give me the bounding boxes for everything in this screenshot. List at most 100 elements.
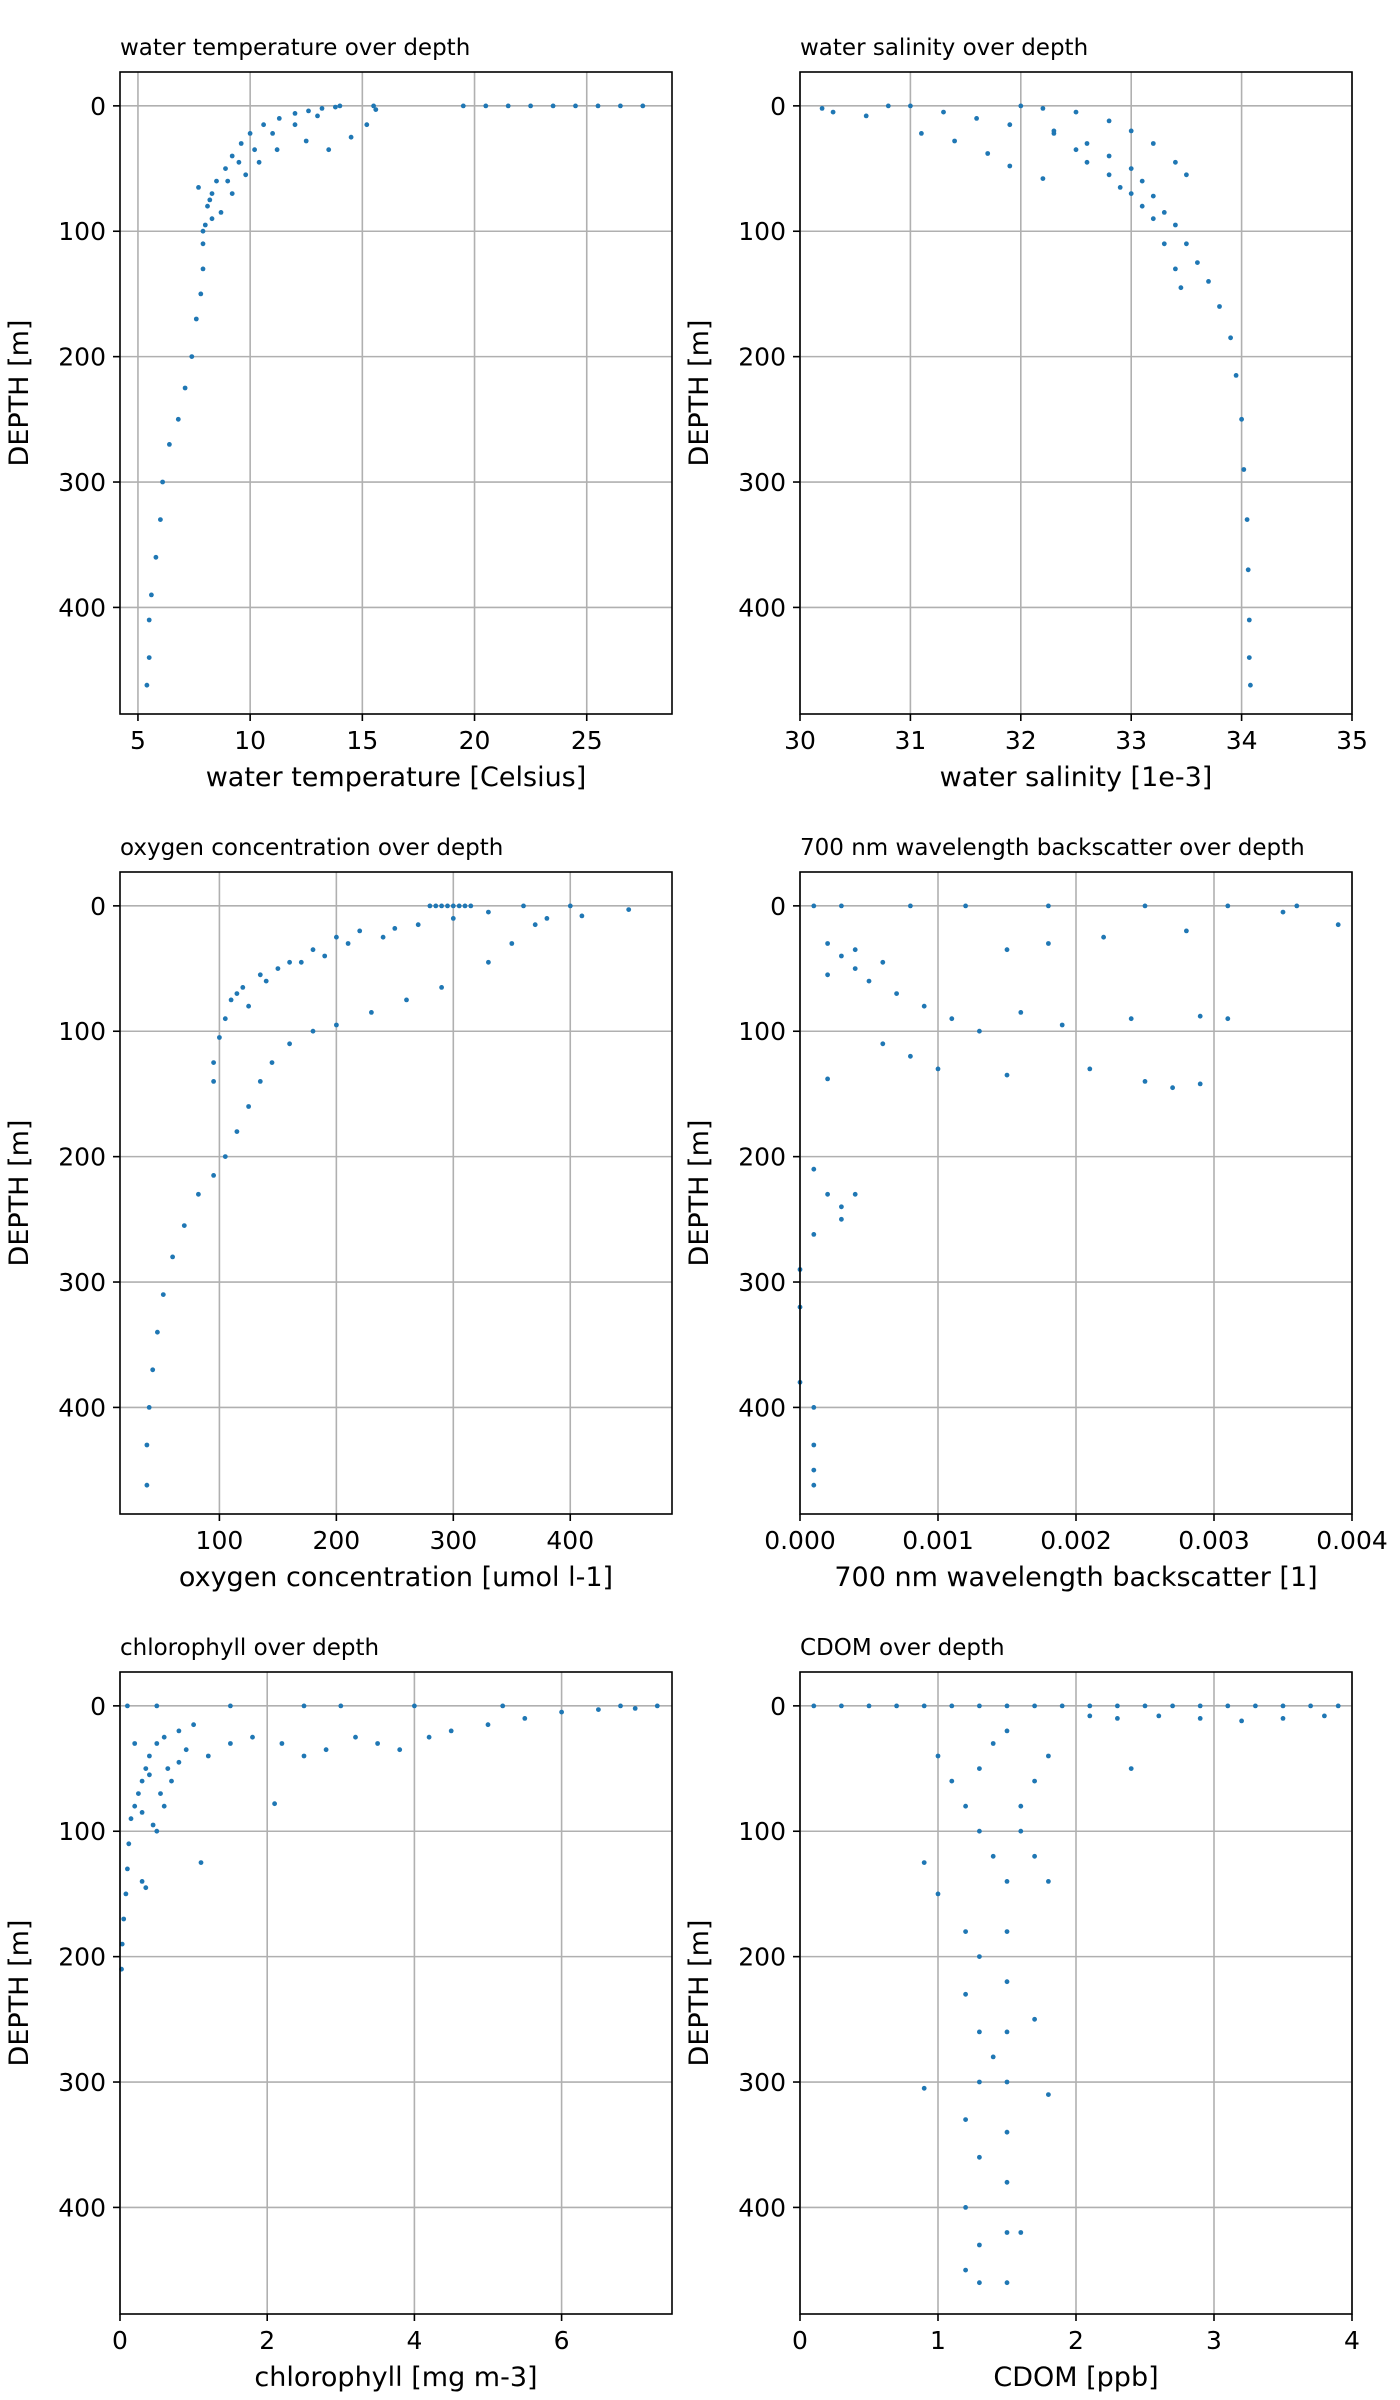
x-tick-label: 15 <box>346 726 378 755</box>
data-point <box>132 1803 138 1809</box>
data-point <box>1335 1703 1341 1709</box>
data-point <box>839 1204 844 1210</box>
data-point <box>287 1041 292 1047</box>
data-point <box>977 2280 982 2286</box>
data-point <box>1228 335 1233 341</box>
data-point <box>1018 103 1024 109</box>
data-point <box>559 1709 564 1715</box>
data-point <box>1059 1703 1065 1709</box>
data-point <box>132 1741 138 1746</box>
data-point <box>337 103 343 109</box>
data-point <box>1173 222 1178 228</box>
data-point <box>963 1929 968 1934</box>
data-point <box>550 103 556 109</box>
x-tick-label: 6 <box>554 2326 570 2355</box>
data-point <box>1018 1803 1024 1809</box>
x-tick-label: 32 <box>1005 726 1037 755</box>
data-point <box>415 922 421 928</box>
data-point <box>921 1703 927 1709</box>
data-point <box>949 1016 955 1022</box>
data-point <box>149 592 154 598</box>
data-point <box>1018 1828 1024 1834</box>
data-point <box>450 903 456 909</box>
data-point <box>1073 109 1079 115</box>
data-point <box>941 109 946 115</box>
data-point <box>119 1941 125 1947</box>
data-point <box>256 159 262 165</box>
data-point <box>811 1703 817 1709</box>
data-point <box>1225 1016 1231 1022</box>
data-point <box>1004 1728 1010 1734</box>
plot-frame <box>119 71 673 715</box>
data-point <box>146 1405 152 1410</box>
data-point <box>456 903 462 909</box>
data-point <box>1004 2280 1010 2286</box>
data-point <box>234 991 240 996</box>
data-point <box>990 2054 996 2060</box>
data-point <box>1184 241 1189 247</box>
data-point <box>287 959 292 965</box>
data-point <box>240 985 246 990</box>
x-tick-label: 100 <box>196 1526 244 1555</box>
data-point <box>1170 1703 1175 1709</box>
data-point <box>866 1703 872 1709</box>
data-point <box>521 903 526 909</box>
data-point <box>357 928 363 934</box>
data-point <box>274 147 280 153</box>
panel-backscatter-700nm: 0.000 0.001 0.002 0.003 0.004 0 100 200 300 400 70… <box>684 835 1388 1593</box>
data-point <box>985 151 991 156</box>
y-tick-label: 0 <box>90 92 106 121</box>
data-point <box>211 1079 217 1084</box>
data-point <box>198 1860 204 1865</box>
y-tick-label: 100 <box>738 1017 786 1046</box>
data-point <box>292 111 298 116</box>
data-point <box>121 1916 127 1922</box>
y-tick-label: 300 <box>738 468 786 497</box>
data-point <box>1225 1703 1231 1709</box>
chart-title: CDOM over depth <box>800 1635 1005 1661</box>
data-point <box>322 953 328 959</box>
data-point <box>202 222 208 228</box>
data-point <box>522 1716 528 1721</box>
data-point <box>866 978 872 984</box>
data-point <box>261 122 266 128</box>
data-point <box>468 903 474 909</box>
data-point <box>334 934 339 940</box>
data-point <box>1004 1072 1010 1078</box>
data-point <box>1142 1703 1148 1709</box>
data-point <box>811 1442 817 1448</box>
data-point <box>123 1891 129 1897</box>
data-point <box>1004 2230 1010 2235</box>
data-point <box>144 1442 150 1448</box>
data-point <box>228 1741 233 1746</box>
x-tick-label: 300 <box>429 1526 477 1555</box>
data-point <box>427 903 433 909</box>
data-point <box>319 106 325 111</box>
data-point <box>974 116 979 121</box>
data-point <box>1106 118 1112 124</box>
x-tick-label: 10 <box>234 726 266 755</box>
data-point <box>509 941 515 946</box>
data-point <box>1197 1081 1203 1087</box>
data-point <box>158 1791 163 1796</box>
data-point <box>439 985 444 990</box>
data-point <box>528 103 533 109</box>
data-point <box>977 2242 982 2248</box>
data-point <box>839 1703 844 1709</box>
data-point <box>128 1816 134 1822</box>
data-point <box>952 138 957 144</box>
y-tick-label: 300 <box>58 1268 106 1297</box>
panel-chlorophyll: 0 2 4 6 0 100 200 300 400 chlorophyll over depth c… <box>4 1635 673 2393</box>
data-point <box>176 1728 182 1734</box>
data-point <box>169 1778 174 1784</box>
data-point <box>505 103 511 109</box>
data-point <box>977 1766 982 1771</box>
data-point <box>222 1016 228 1022</box>
data-point <box>1280 909 1286 915</box>
panel-cdom: 0 1 2 3 4 0 100 200 300 400 CDOM over depth CDOM [p… <box>684 1635 1360 2393</box>
data-point <box>1128 128 1134 134</box>
data-point <box>567 903 573 909</box>
data-point <box>894 1703 899 1709</box>
data-point <box>176 1759 182 1765</box>
data-point <box>189 354 195 359</box>
